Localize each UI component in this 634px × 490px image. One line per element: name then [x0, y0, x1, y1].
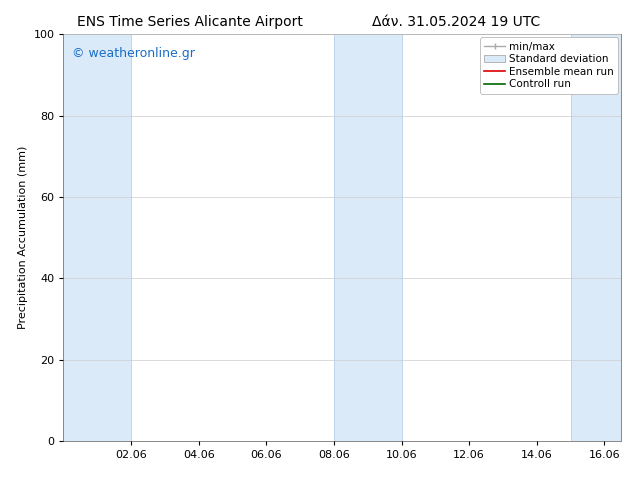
Text: © weatheronline.gr: © weatheronline.gr — [72, 47, 195, 59]
Text: Δάν. 31.05.2024 19 UTC: Δάν. 31.05.2024 19 UTC — [372, 15, 541, 29]
Legend: min/max, Standard deviation, Ensemble mean run, Controll run: min/max, Standard deviation, Ensemble me… — [480, 37, 618, 94]
Bar — [571, 34, 621, 441]
Y-axis label: Precipitation Accumulation (mm): Precipitation Accumulation (mm) — [18, 146, 28, 329]
Bar — [63, 34, 131, 441]
Text: ENS Time Series Alicante Airport: ENS Time Series Alicante Airport — [77, 15, 303, 29]
Bar — [334, 34, 401, 441]
